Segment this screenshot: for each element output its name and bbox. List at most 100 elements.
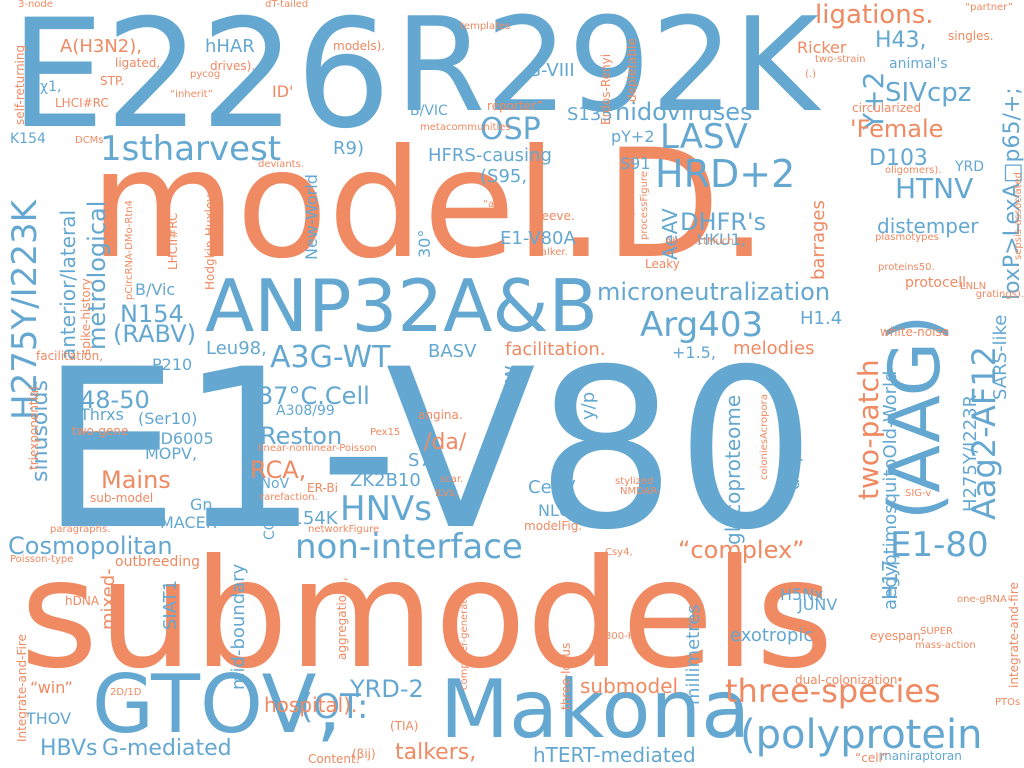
word-linear-nonlinear-poisson: linear-nonlinear-Poisson: [258, 443, 377, 454]
word-thrxs: Thrxs: [80, 405, 124, 424]
word-hhar: hHAR: [205, 36, 255, 57]
word-hfrs-causing: HFRS-causing: [428, 145, 552, 166]
word-outbreeding: outbreeding: [115, 554, 201, 570]
word-1-5: +1.5,: [672, 343, 716, 362]
word-h17: H17,: [878, 553, 902, 600]
word-sleeve: sleeve.: [532, 209, 575, 223]
word-proteins50: proteins50.: [878, 262, 935, 273]
word-protocell: protocell: [905, 275, 967, 291]
word-junv: JUNV: [798, 595, 838, 614]
word-h275y-i223r: H275Y/I223R: [960, 394, 981, 512]
word-complex: “complex”: [678, 536, 805, 564]
word-lasv: LASV: [660, 117, 748, 157]
word-300-hz: 300-Hz: [605, 631, 641, 642]
word-er-bi: ER-Bi: [307, 481, 338, 495]
word-rarefaction: rarefaction.: [260, 492, 318, 503]
word-tia: (TIA): [390, 719, 419, 733]
word-k154: K154: [10, 131, 46, 147]
word-cedv: CedV: [528, 477, 576, 498]
word-nmdar: NMDAR-: [620, 486, 661, 497]
word-osp: OSP: [480, 112, 541, 147]
word-poisson-type: Poisson-type: [10, 554, 74, 565]
word-thov: THOV: [26, 709, 72, 728]
word-glycoproteome: glycoproteome: [721, 394, 745, 545]
word-30: 30°: [415, 229, 434, 258]
word-ptos: PTOs: [995, 697, 1021, 708]
word-hospital: hospital).: [264, 693, 358, 717]
word-lnln: LNLN: [960, 281, 987, 292]
word-dhfr-s: DHFR's: [680, 208, 767, 236]
word-1stharvest: 1stharvest: [100, 129, 282, 169]
word-templates: templates: [460, 21, 511, 32]
word-basv: BASV: [428, 341, 477, 362]
word-mid-boundary: mid-boundary: [228, 563, 249, 690]
word-two-patch: two-patch: [852, 359, 885, 500]
word-singles: singles.: [948, 29, 994, 43]
word-leu98: Leu98,: [206, 338, 267, 359]
word-r9: R9): [333, 138, 364, 159]
word-nidoviruses: nidoviruses: [615, 98, 753, 126]
word-polyprotein: (polyprotein: [740, 712, 983, 758]
word-two-gene: two-gene: [72, 424, 129, 438]
word-hbvs: HBVs: [40, 736, 98, 761]
word-depletable: depletable: [625, 38, 639, 102]
word-sivcpz: SIVcpz: [885, 78, 972, 108]
word-e154k: E154K: [280, 508, 338, 529]
word-new-world: New-World: [302, 174, 321, 260]
word-angina: angina.: [418, 408, 463, 422]
word-h5nx: H5Nx: [780, 585, 824, 604]
word-lhci-rc: LHCI#RC: [55, 96, 109, 110]
word-ligated: ligated,: [115, 56, 161, 70]
word-models: models).: [333, 39, 386, 53]
word-2d-1d: 2D/1D: [110, 687, 142, 698]
word-abstractmuch: AbstractMuch: [665, 236, 734, 247]
word-erdos-renyi: Erdos-Renyi: [599, 53, 613, 125]
word-drives: drives).: [210, 59, 256, 73]
word-scar: scar.: [440, 474, 464, 485]
word-hnvs: HNVs: [340, 489, 432, 529]
word-millimetres: millimetres: [683, 604, 704, 705]
word-g-viii: G-VIII: [527, 60, 575, 81]
word-cell: “cell”: [855, 751, 889, 765]
word-sub-model: sub-model: [90, 491, 154, 505]
word-a3g-wt: A3G-WT: [270, 340, 391, 375]
word-one-grna: one-gRNA: [957, 594, 1007, 605]
word-win: “win”: [30, 678, 73, 697]
word-coloniesacropora: coloniesAcropora: [759, 394, 770, 480]
word-oligomers: oligomers).: [885, 165, 942, 176]
word-makona: Makona: [440, 663, 751, 756]
word-gratings: gratings).: [975, 289, 1024, 300]
word-d103: D103: [869, 146, 928, 171]
word-non-interface: non-interface: [295, 527, 523, 567]
word-a-h3n2: A(H3N2),: [60, 36, 142, 57]
word-paragraphs: paragraphs.: [50, 524, 111, 535]
word-mass-action: mass-action: [915, 640, 976, 651]
word-barrages: barrages: [808, 200, 829, 280]
word-microneutralization: microneutralization: [597, 278, 831, 306]
word-e226: E226: [10, 0, 392, 162]
word-lhcii-rc: LHCII#RC: [166, 212, 180, 270]
word-melodies: melodies: [733, 338, 815, 359]
word-py-2: pY+2: [611, 127, 655, 146]
word-s91: S91: [620, 154, 651, 173]
word-pycog: pycog: [190, 69, 221, 80]
word-37-c-cell: 37°C.Cell: [258, 382, 370, 410]
word-anterior-lateral: anterior/lateral: [56, 209, 80, 360]
word-mopv: MOPV,: [145, 444, 198, 463]
word-rabv: (RABV): [113, 320, 196, 348]
word-sars-like: SARS-like: [990, 314, 1011, 400]
word-sig-v: SIG-v: [905, 488, 932, 499]
word-plasmotypes: plasmotypes: [875, 232, 939, 243]
word-3-node: 3-node: [18, 0, 53, 10]
word-1: χ1,: [40, 79, 62, 95]
word-partner: “partner”: [965, 2, 1013, 13]
word-submodels: submodels: [20, 528, 834, 702]
word-reston: Reston: [260, 422, 343, 450]
word-aeav: AeAV: [658, 208, 682, 260]
word-g-mediated: G-mediated: [102, 736, 232, 761]
word-submodel: submodel: [580, 674, 679, 698]
word-inherit: “inherit”: [170, 89, 213, 100]
word-hnov: HNoV: [250, 476, 290, 492]
word-y-p: y/p: [578, 391, 599, 420]
word-ricker: Ricker: [797, 38, 847, 57]
